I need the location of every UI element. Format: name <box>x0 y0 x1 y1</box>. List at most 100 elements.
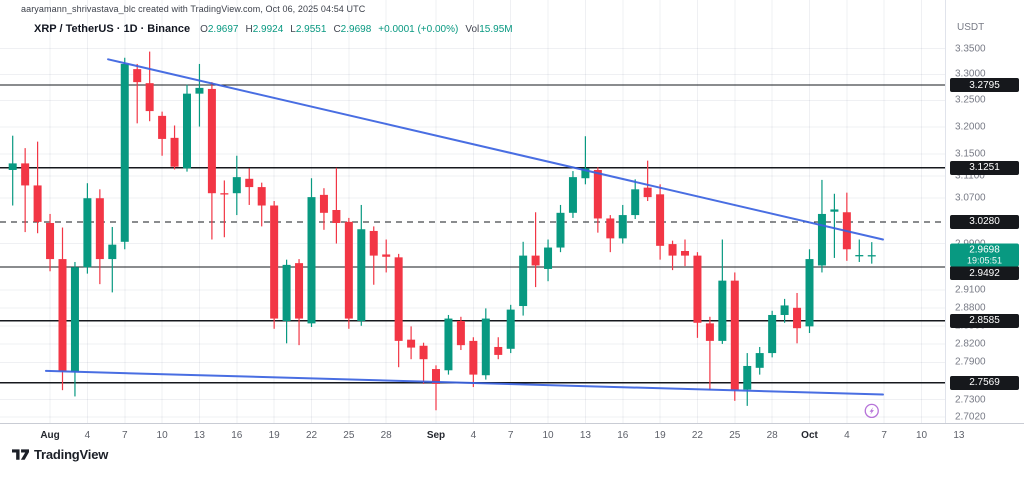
candle-body <box>593 169 602 219</box>
candle-body <box>120 63 129 242</box>
candle-body <box>232 177 241 194</box>
tradingview-logo[interactable]: TradingView <box>12 447 108 462</box>
lightning-icon <box>869 407 874 415</box>
time-tick-label: 13 <box>579 430 591 441</box>
candle-body <box>21 163 30 186</box>
candle-body <box>407 339 416 348</box>
candle-body <box>46 222 55 260</box>
candle-body <box>730 280 739 390</box>
volume-readout: Vol15.95M <box>465 24 513 35</box>
trendline[interactable] <box>44 369 884 396</box>
candle-wick <box>647 160 649 202</box>
time-tick-label: 10 <box>542 430 554 441</box>
price-tick-label: 3.1500 <box>955 148 986 160</box>
candle-body <box>768 314 777 354</box>
candle-wick <box>111 226 113 293</box>
time-tick-label: Aug <box>40 430 60 441</box>
candle-body <box>618 215 627 239</box>
level-price-badge: 2.9492 <box>950 266 1019 281</box>
time-tick-label: 28 <box>380 430 392 441</box>
candle-body <box>456 320 465 346</box>
candle-body <box>544 247 553 269</box>
candle-wick <box>435 365 437 411</box>
candle-body <box>270 205 279 319</box>
candle-body <box>70 267 79 373</box>
candle-body <box>307 197 316 324</box>
candle-body <box>8 163 17 170</box>
candle-body <box>207 88 216 194</box>
time-tick-label: 7 <box>121 430 128 441</box>
candle-body <box>830 209 839 212</box>
candle-body <box>793 307 802 329</box>
candle-wick <box>535 212 537 288</box>
time-tick-label: 25 <box>343 430 355 441</box>
price-axis[interactable]: USDT 3.3500 3.3000 3.2500 3.2000 3.1500 3.110… <box>945 0 1024 423</box>
candle-body <box>108 244 117 260</box>
candle-body <box>257 187 266 206</box>
candle-wick <box>709 316 711 391</box>
symbol-legend: XRP / TetherUS · 1D · Binance O2.9697 H2… <box>34 23 513 35</box>
candle-body <box>432 369 440 384</box>
candle-body <box>158 115 167 139</box>
candle-wick <box>136 63 138 124</box>
time-axis[interactable]: Aug 4 7 10 13 16 19 22 25 28 Sep 4 7 10 13 16 19 22 25 28 Oc… <box>0 423 1024 478</box>
candle-body <box>643 187 652 198</box>
candle-body <box>568 177 577 213</box>
last-price-badge: 2.9698 19:05:51 <box>950 243 1019 267</box>
time-tick-label: 25 <box>729 430 741 441</box>
currency-label[interactable]: USDT <box>957 22 985 33</box>
time-tick-label: 10 <box>156 430 168 441</box>
candle-wick <box>198 63 201 127</box>
candle-body <box>58 259 67 371</box>
price-tick-label: 3.0700 <box>955 192 986 204</box>
candle-body <box>817 213 826 266</box>
price-tick-label: 2.8800 <box>955 302 986 314</box>
level-price-badge: 2.8585 <box>950 313 1019 328</box>
candle-body <box>282 264 291 321</box>
candle-body <box>780 305 789 315</box>
candle-body <box>469 340 478 375</box>
time-tick-label: 22 <box>305 430 318 441</box>
price-tick-label: 2.7020 <box>955 411 986 423</box>
price-tick-label: 3.2500 <box>955 94 986 106</box>
price-tick-label: 2.9100 <box>955 284 986 296</box>
candle-body <box>220 193 229 195</box>
candle-body <box>855 255 864 257</box>
level-price-badge: 3.1251 <box>950 160 1019 175</box>
candle-body <box>506 309 515 349</box>
candle-body <box>656 194 665 246</box>
symbol-title[interactable]: XRP / TetherUS · 1D · Binance <box>34 23 191 35</box>
candle-body <box>332 210 341 223</box>
price-tick-label: 2.9900 <box>955 238 986 249</box>
time-tick-label: 7 <box>507 430 514 441</box>
time-tick-label: 13 <box>953 430 965 441</box>
candle-body <box>245 178 254 188</box>
candle-body <box>606 218 615 239</box>
time-tick-label: 4 <box>470 430 477 441</box>
price-tick-label: 3.2000 <box>955 121 986 133</box>
candle-wick <box>24 148 26 233</box>
candle-body <box>95 198 104 260</box>
level-price-badge: 3.2795 <box>950 78 1019 92</box>
candle-wick <box>584 136 586 185</box>
candle-wick <box>422 342 425 384</box>
last-price-value: 2.9698 <box>969 244 1000 256</box>
bar-countdown: 19:05:51 <box>966 255 1003 266</box>
candle-body <box>419 345 428 360</box>
price-chart-canvas[interactable] <box>0 0 945 423</box>
price-tick-label: 3.3000 <box>955 68 986 80</box>
candle-wick <box>12 135 14 206</box>
candle-body <box>382 254 391 257</box>
candle-body <box>705 323 714 341</box>
candle-body <box>357 229 366 321</box>
trendline[interactable] <box>107 58 884 241</box>
time-tick-label: 19 <box>268 430 280 441</box>
price-tick-label: 2.7300 <box>955 394 986 406</box>
candle-body <box>344 221 353 319</box>
ohlc-high: H2.9924 <box>245 24 284 35</box>
attribution-text: aaryamann_shrivastava_blc created with T… <box>21 4 366 14</box>
tradingview-logo-text: TradingView <box>34 447 109 462</box>
time-tick-label: 19 <box>654 430 666 441</box>
candle-wick <box>858 239 860 262</box>
candle-body <box>83 198 92 268</box>
